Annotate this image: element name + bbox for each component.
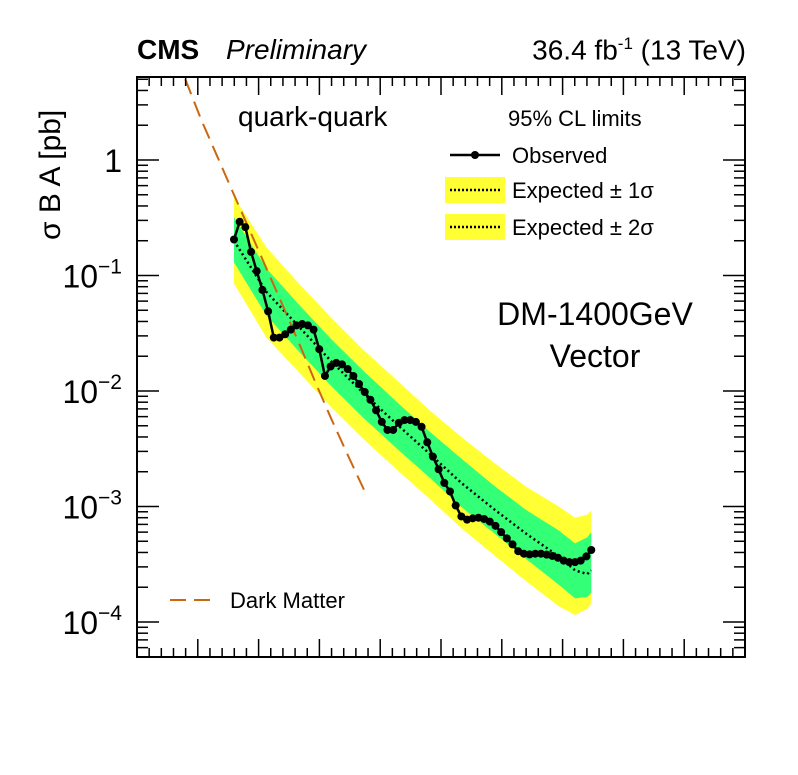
lumi-unit-exponent: -1 <box>617 34 633 53</box>
observed-point-5 <box>258 285 267 294</box>
observed-point-23 <box>360 388 369 397</box>
observed-point-1 <box>235 217 244 226</box>
observed-point-47 <box>497 528 506 537</box>
observed-point-48 <box>502 534 511 543</box>
y-tick-label-0: 1 <box>104 143 122 179</box>
observed-point-45 <box>485 517 494 526</box>
observed-point-3 <box>247 247 256 256</box>
observed-point-38 <box>445 487 454 496</box>
expected-line <box>232 240 593 576</box>
legend-observed-marker <box>471 151 479 159</box>
band-1sigma <box>234 217 592 599</box>
observed-point-6 <box>264 307 273 316</box>
observed-point-28 <box>389 425 398 434</box>
observed-point-16 <box>320 371 329 380</box>
observed-point-27 <box>383 425 392 434</box>
observed-point-61 <box>576 556 585 565</box>
axis-ticks <box>137 77 745 658</box>
observed-point-34 <box>423 438 432 447</box>
observed-point-30 <box>400 416 409 425</box>
observed-point-10 <box>286 325 295 334</box>
legend-2sigma-label: Expected ± 2σ <box>512 215 654 240</box>
observed-point-26 <box>377 417 386 426</box>
experiment-label-bold: CMS <box>137 34 200 65</box>
observed-point-20 <box>343 365 352 374</box>
observed-point-37 <box>440 478 449 487</box>
plot-frame <box>136 76 746 658</box>
observed-point-4 <box>252 267 261 276</box>
observed-point-24 <box>366 395 375 404</box>
legend-observed-label: Observed <box>512 143 607 168</box>
channel-label: quark-quark <box>238 101 388 132</box>
darkmatter-line <box>184 78 365 491</box>
lumi-value: 36.4 fb <box>532 34 618 66</box>
observed-point-59 <box>565 558 574 567</box>
observed-point-19 <box>337 360 346 369</box>
observed-point-49 <box>508 540 517 549</box>
observed-point-46 <box>491 521 500 530</box>
y-axis-label: σ B A [pb] <box>34 110 67 240</box>
observed-point-25 <box>372 406 381 415</box>
status-label: Preliminary <box>226 34 367 65</box>
observed-point-15 <box>315 345 324 354</box>
observed-point-62 <box>582 552 591 561</box>
observed-point-2 <box>241 223 250 232</box>
observed-point-63 <box>587 546 596 555</box>
y-tick-label-2: 10−2 <box>62 371 122 410</box>
y-tick-labels: 1 10−1 10−2 10−3 10−4 <box>62 143 122 641</box>
observed-point-22 <box>355 379 364 388</box>
legend: 95% CL limits Observed Expected ± 1σ Exp… <box>170 106 654 613</box>
y-tick-label-4: 10−4 <box>62 602 122 641</box>
observed-point-0 <box>230 235 238 244</box>
observed-point-7 <box>269 333 278 342</box>
observed-point-21 <box>349 371 358 380</box>
model-label-line2: Vector <box>550 338 641 374</box>
legend-darkmatter-label: Dark Matter <box>230 588 345 613</box>
lines-layer <box>184 78 596 576</box>
observed-point-14 <box>309 325 318 334</box>
observed-point-53 <box>531 549 540 558</box>
y-tick-label-1: 10−1 <box>62 256 122 295</box>
observed-point-39 <box>451 501 460 510</box>
observed-point-13 <box>303 321 312 330</box>
observed-point-9 <box>281 330 290 339</box>
y-tick-label-3: 10−3 <box>62 487 122 526</box>
observed-point-36 <box>434 465 443 474</box>
observed-point-17 <box>326 362 335 371</box>
legend-title: 95% CL limits <box>508 106 642 131</box>
observed-point-35 <box>428 452 437 461</box>
model-label-line1: DM-1400GeV <box>497 296 693 332</box>
observed-point-32 <box>411 417 420 426</box>
lumi-energy: (13 TeV) <box>632 34 746 66</box>
observed-point-33 <box>417 422 426 431</box>
luminosity-label: 36.4 fb-1 (13 TeV) <box>532 34 746 66</box>
bands-layer <box>234 196 592 615</box>
legend-1sigma-label: Expected ± 1σ <box>512 178 654 203</box>
